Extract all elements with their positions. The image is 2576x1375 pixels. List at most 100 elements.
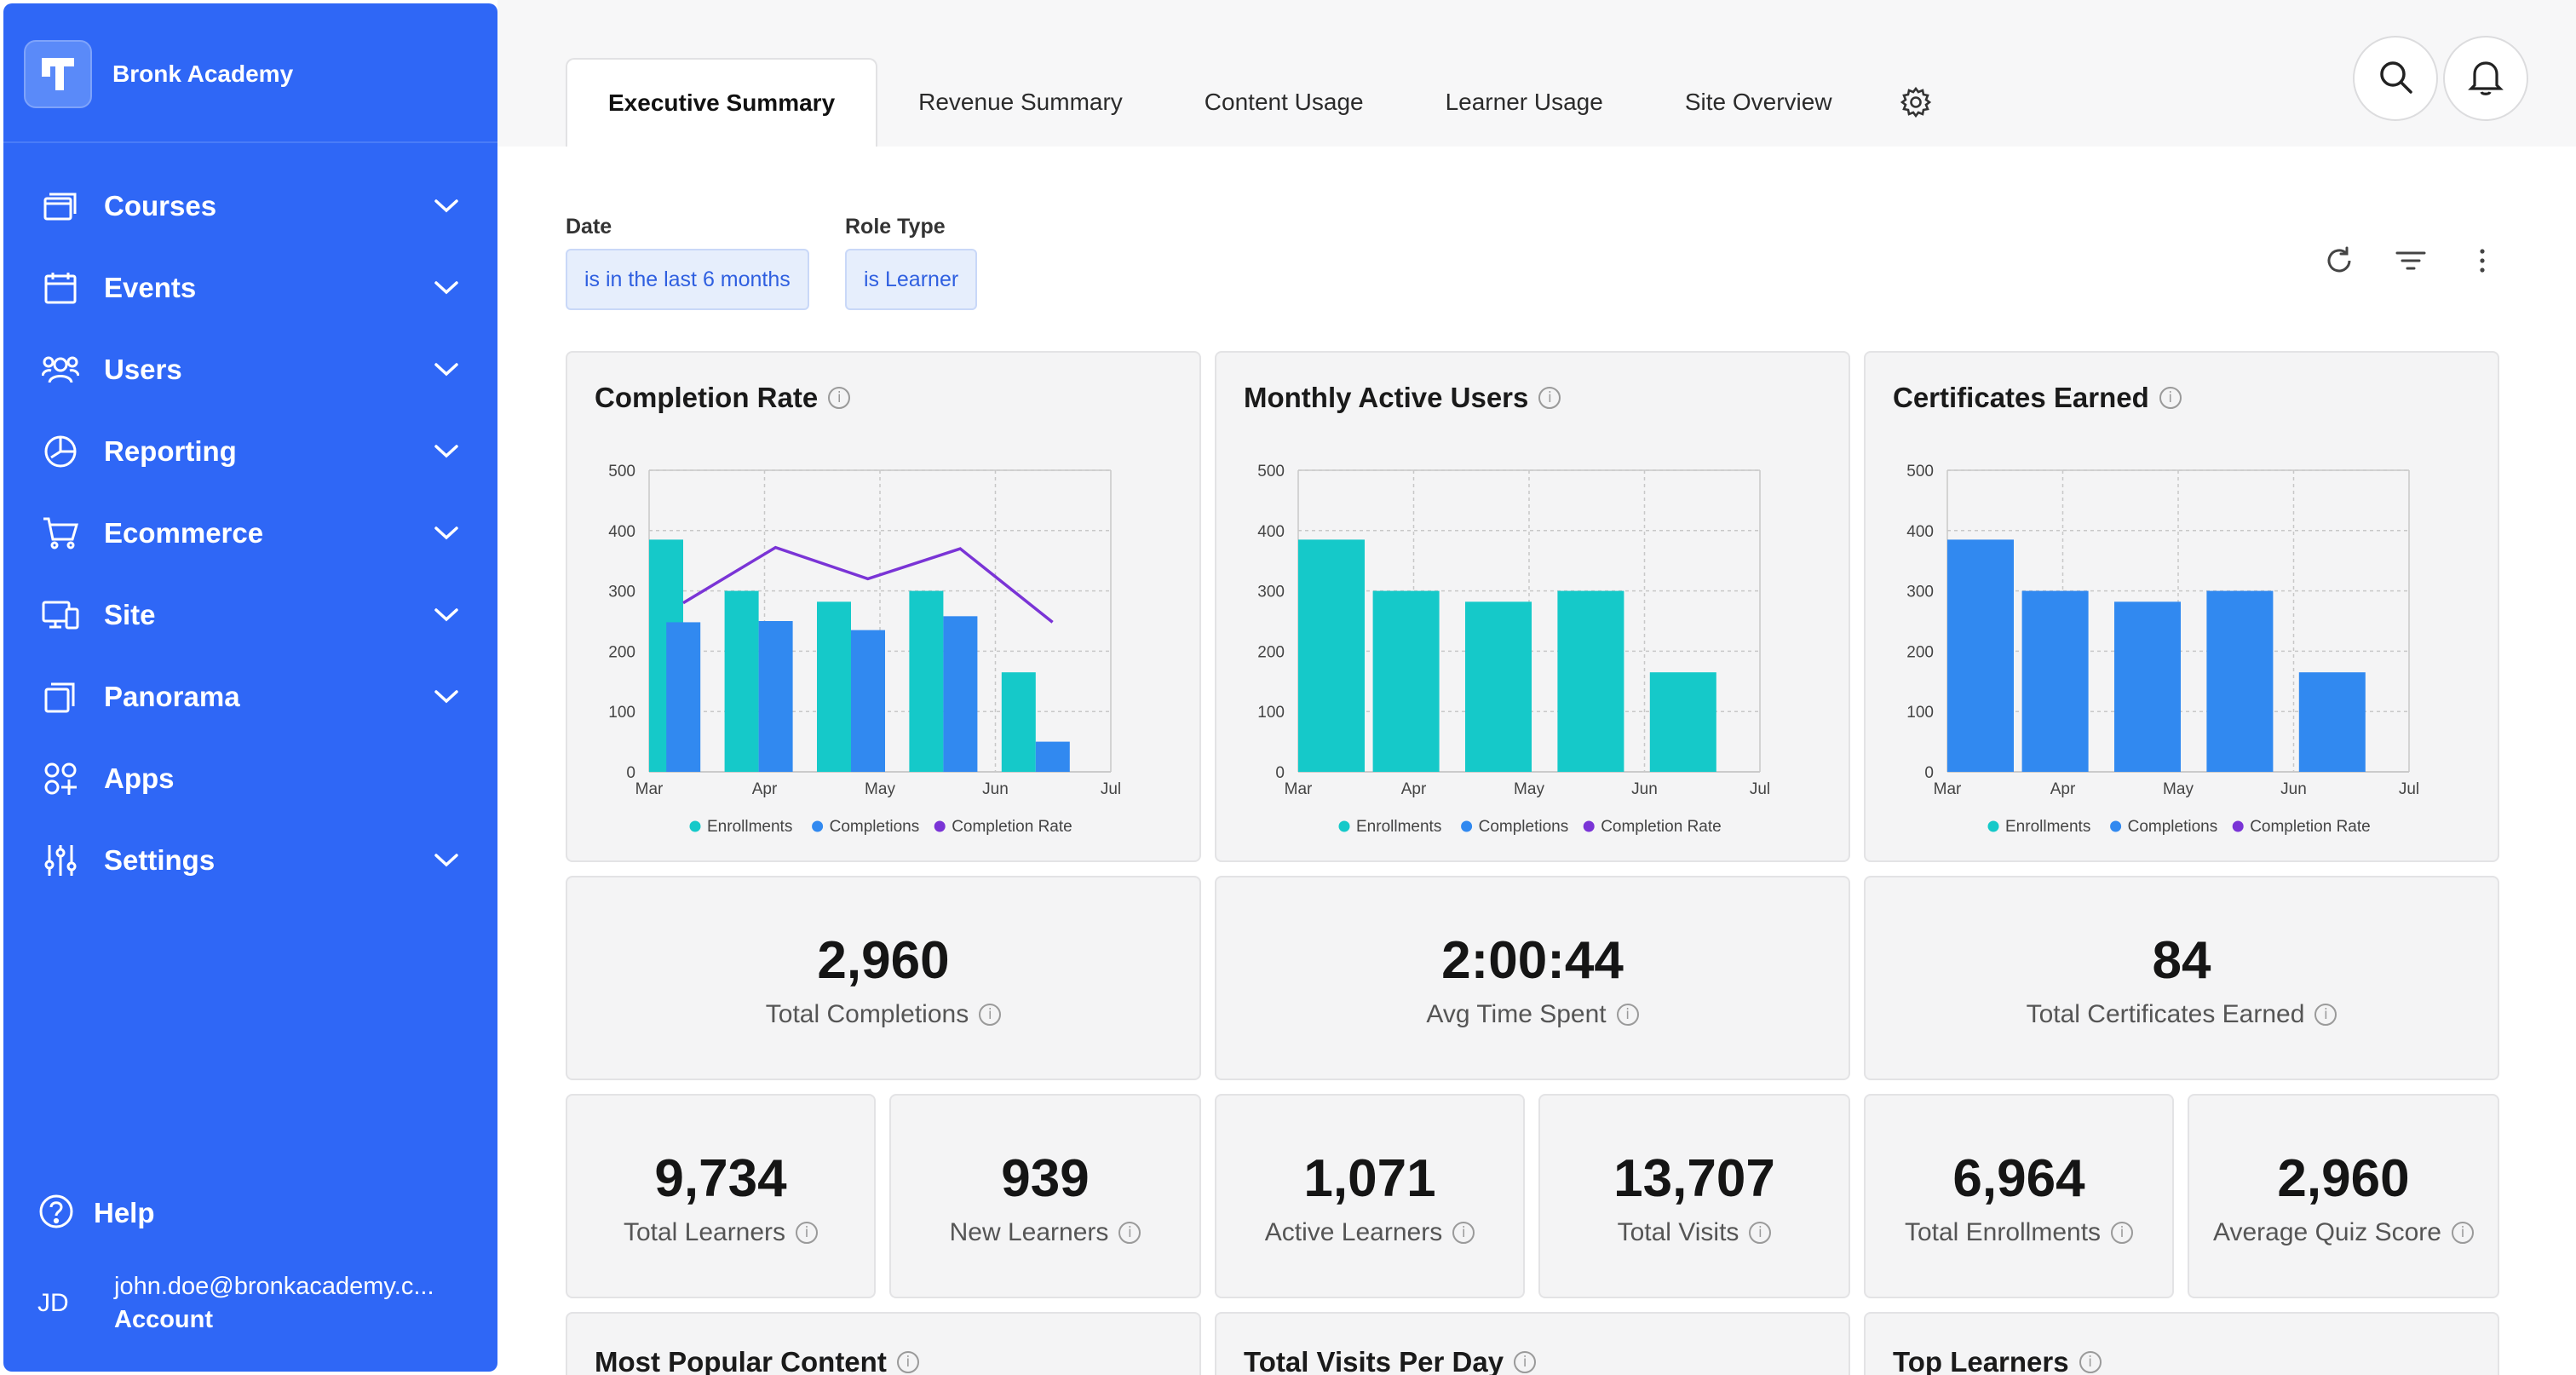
info-icon[interactable]: i: [2159, 387, 2182, 409]
bar-enrollments[interactable]: [1465, 601, 1532, 772]
sidebar-item-help[interactable]: Help: [37, 1188, 155, 1239]
metric-card-total-enrollments: 6,964 Total Enrollments i: [1864, 1094, 2174, 1298]
legend-swatch: [2232, 820, 2244, 832]
chevron-down-icon[interactable]: [429, 598, 463, 632]
search-button[interactable]: [2353, 36, 2438, 121]
tab-content-usage[interactable]: Content Usage: [1204, 89, 1364, 115]
info-icon[interactable]: i: [2111, 1222, 2134, 1244]
sidebar-item-label: Ecommerce: [104, 517, 264, 549]
bar-completions[interactable]: [943, 616, 978, 772]
legend-label: Completions: [1479, 818, 1569, 836]
tab-learner-usage[interactable]: Learner Usage: [1445, 89, 1603, 115]
x-tick-label: Jul: [1750, 780, 1770, 798]
info-icon[interactable]: i: [796, 1222, 819, 1244]
chevron-down-icon[interactable]: [429, 353, 463, 387]
bar-completions[interactable]: [1035, 741, 1070, 772]
bar-enrollments[interactable]: [1372, 590, 1440, 772]
chevron-down-icon[interactable]: [429, 843, 463, 877]
date-filter-chip[interactable]: is in the last 6 months: [566, 249, 809, 310]
sidebar-item-courses[interactable]: Courses: [3, 165, 497, 247]
bar-enrollments[interactable]: [1649, 672, 1716, 772]
chevron-down-icon[interactable]: [429, 189, 463, 223]
metric-card-new-learners: 939 New Learners i: [889, 1094, 1201, 1298]
bar-completions[interactable]: [2298, 672, 2366, 772]
sidebar-item-settings[interactable]: Settings: [3, 820, 497, 901]
y-tick-label: 0: [1924, 764, 1934, 782]
bar-enrollments[interactable]: [724, 590, 759, 772]
y-tick-label: 300: [608, 584, 635, 601]
sidebar-item-apps[interactable]: Apps: [3, 738, 497, 820]
tab-revenue-summary[interactable]: Revenue Summary: [918, 89, 1123, 115]
legend-swatch: [934, 820, 946, 832]
x-tick-label: Apr: [752, 780, 778, 798]
bar-completions[interactable]: [666, 622, 701, 772]
role-filter-chip[interactable]: is Learner: [845, 249, 978, 310]
info-icon[interactable]: i: [1118, 1222, 1141, 1244]
date-filter-label: Date: [566, 215, 612, 239]
bar-completions[interactable]: [2021, 590, 2089, 772]
sidebar-item-panorama[interactable]: Panorama: [3, 656, 497, 738]
metric-card-total-completions: 2,960 Total Completions i: [566, 876, 1201, 1080]
info-icon[interactable]: i: [1538, 387, 1561, 409]
info-icon[interactable]: i: [828, 387, 851, 409]
bell-icon: [2468, 58, 2504, 100]
monthly-active-users-card: Monthly Active Users i 0 100 200 300 400 500 Ma…: [1215, 351, 1850, 862]
completion-rate-card: Completion Rate i 0 100 200 300 400 500 Mar Apr M…: [566, 351, 1201, 862]
calendar-icon: [37, 265, 83, 311]
bar-completions[interactable]: [851, 630, 885, 772]
card-title: Certificates Earned: [1893, 382, 2149, 413]
bar-enrollments[interactable]: [817, 601, 851, 772]
sidebar-item-users[interactable]: Users: [3, 329, 497, 411]
tab-executive-summary[interactable]: Executive Summary: [566, 58, 878, 147]
notifications-button[interactable]: [2443, 36, 2528, 121]
chevron-down-icon[interactable]: [429, 680, 463, 714]
tab-site-overview[interactable]: Site Overview: [1684, 89, 1832, 115]
sidebar-item-site[interactable]: Site: [3, 574, 497, 656]
info-icon[interactable]: i: [1452, 1222, 1475, 1244]
sidebar-item-events[interactable]: Events: [3, 247, 497, 329]
info-icon[interactable]: i: [2079, 1351, 2102, 1373]
more-options-button[interactable]: [2458, 239, 2506, 286]
info-icon[interactable]: i: [896, 1351, 919, 1373]
bar-completions[interactable]: [1947, 539, 2014, 772]
metric-label: New Learners: [949, 1218, 1109, 1246]
account-menu[interactable]: JD john.doe@bronkacademy.c... Account: [37, 1273, 434, 1334]
brand[interactable]: Bronk Academy: [24, 37, 293, 111]
metric-value: 84: [2152, 931, 2211, 990]
bar-enrollments[interactable]: [1001, 672, 1036, 772]
metric-card-average-quiz-score: 2,960 Average Quiz Score i: [2188, 1094, 2499, 1298]
bar-enrollments[interactable]: [1557, 590, 1624, 772]
bar-enrollments[interactable]: [1298, 539, 1365, 772]
bar-completions[interactable]: [758, 621, 793, 772]
info-icon[interactable]: i: [1514, 1351, 1537, 1373]
info-icon[interactable]: i: [2314, 1004, 2337, 1026]
info-icon[interactable]: i: [2451, 1222, 2474, 1244]
sidebar-item-ecommerce[interactable]: Ecommerce: [3, 492, 497, 574]
sidebar-item-label: Panorama: [104, 681, 240, 712]
most-popular-content-card: Most Popular Content i: [566, 1312, 1201, 1375]
completion-rate-chart: 0 100 200 300 400 500 Mar Apr May Jun Jul Enrollmen…: [608, 463, 1121, 836]
bar-completions[interactable]: [2114, 601, 2181, 772]
chevron-down-icon[interactable]: [429, 516, 463, 550]
account-email: john.doe@bronkacademy.c...: [114, 1273, 434, 1300]
total-visits-per-day-card: Total Visits Per Day i: [1215, 1312, 1850, 1375]
chevron-down-icon[interactable]: [429, 434, 463, 469]
info-icon[interactable]: i: [1616, 1004, 1639, 1026]
bar-enrollments[interactable]: [909, 590, 944, 772]
sidebar-item-reporting[interactable]: Reporting: [3, 411, 497, 492]
help-label: Help: [94, 1197, 155, 1228]
info-icon[interactable]: i: [979, 1004, 1002, 1026]
gear-icon[interactable]: [1882, 58, 1950, 147]
metric-value: 939: [1001, 1149, 1090, 1208]
info-icon[interactable]: i: [1749, 1222, 1772, 1244]
refresh-button[interactable]: [2315, 239, 2363, 286]
y-tick-label: 500: [608, 463, 635, 480]
stack-icon: [37, 674, 83, 720]
bar-completions[interactable]: [2206, 590, 2274, 772]
legend-label: Completion Rate: [1601, 818, 1722, 836]
chevron-down-icon[interactable]: [429, 271, 463, 305]
line-completion-rate[interactable]: [682, 545, 1054, 624]
filter-button[interactable]: [2387, 239, 2435, 286]
y-tick-label: 0: [1275, 764, 1285, 782]
legend-label: Completions: [830, 818, 920, 836]
